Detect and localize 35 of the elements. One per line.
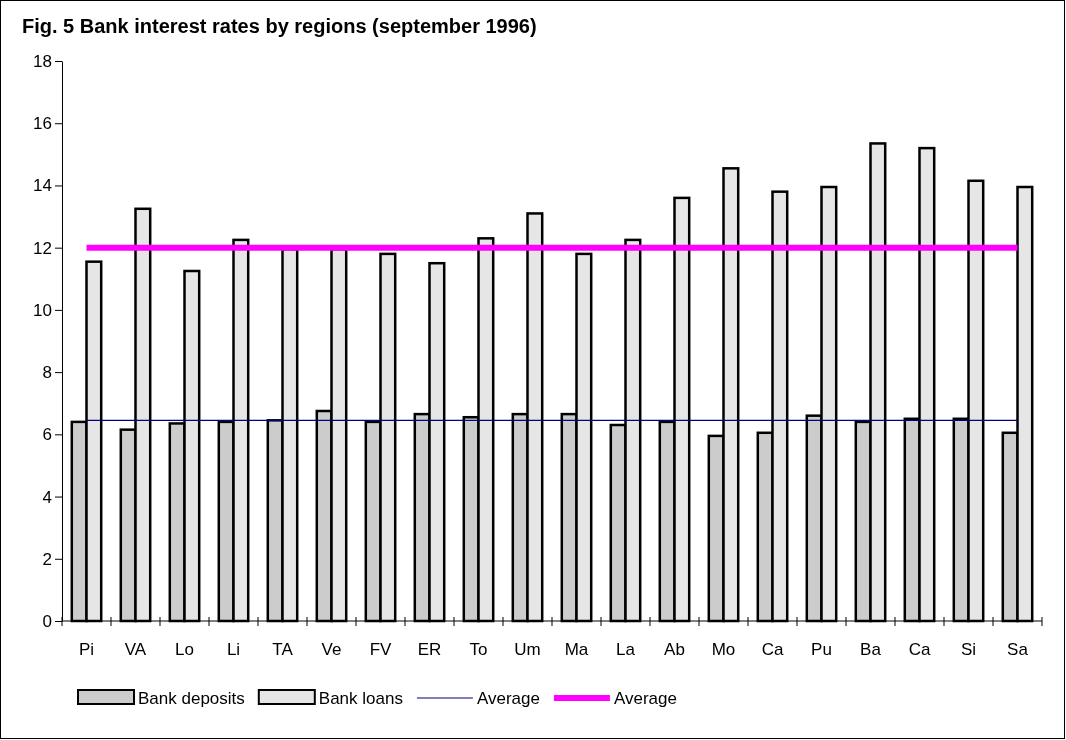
x-tick-label: Ve bbox=[321, 640, 342, 659]
x-tick-label: Ba bbox=[860, 640, 882, 659]
x-tick-label: Pu bbox=[811, 640, 832, 659]
y-tick-label: 14 bbox=[33, 176, 52, 196]
x-tick-label: Si bbox=[960, 640, 977, 659]
legend-label: Bank deposits bbox=[138, 689, 245, 708]
x-tick-label: Ca bbox=[761, 640, 784, 659]
legend-label: Average bbox=[476, 689, 540, 708]
x-tick-label: Ab bbox=[664, 640, 685, 659]
x-tick-label: TA bbox=[272, 640, 294, 659]
x-tick-label: To bbox=[469, 640, 488, 659]
chart-title: Fig. 5 Bank interest rates by regions (september 1996) bbox=[22, 15, 537, 37]
x-tick-label: Lo bbox=[175, 640, 194, 659]
x-tick-label: La bbox=[616, 640, 636, 659]
x-tick-label: FV bbox=[369, 640, 393, 659]
x-tick-label: Um bbox=[514, 640, 541, 659]
x-tick-label: Pi bbox=[78, 640, 95, 659]
y-tick-label: 4 bbox=[42, 487, 52, 507]
y-tick-label: 2 bbox=[42, 549, 52, 569]
x-tick-label: Ca bbox=[908, 640, 931, 659]
x-tick-label: VA bbox=[124, 640, 147, 659]
x-tick-label: Mo bbox=[711, 640, 736, 659]
y-tick-label: 18 bbox=[33, 51, 52, 71]
y-tick-label: 8 bbox=[42, 363, 52, 383]
x-tick-label: Ma bbox=[564, 640, 589, 659]
legend-label: Bank loans bbox=[318, 689, 403, 708]
y-tick-label: 12 bbox=[33, 238, 52, 258]
x-tick-label: Li bbox=[226, 640, 241, 659]
y-tick-label: 0 bbox=[42, 611, 52, 631]
x-tick-label: Sa bbox=[1007, 640, 1029, 659]
y-tick-label: 10 bbox=[33, 300, 52, 320]
legend-label: Average bbox=[613, 689, 677, 708]
y-tick-label: 6 bbox=[42, 425, 52, 445]
x-tick-label: ER bbox=[417, 640, 442, 659]
y-tick-label: 16 bbox=[33, 114, 52, 134]
